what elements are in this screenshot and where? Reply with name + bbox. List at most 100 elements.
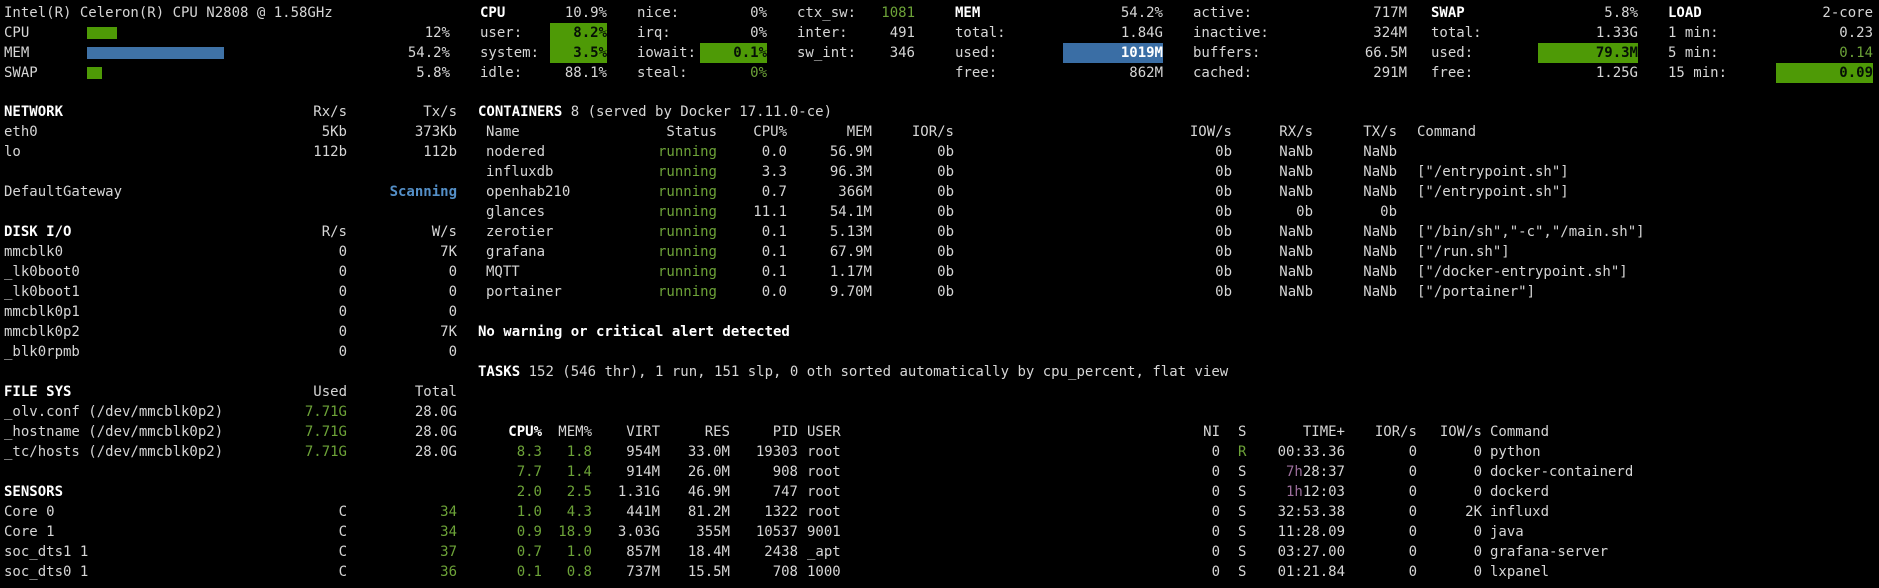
gauge-track [87,63,340,83]
sensors-rows: Core 0 C 34 Core 1 C 34 soc_dts1 1 C 37 soc_dts0 … [4,502,457,582]
cell-mem: 1.0 [566,544,592,560]
cell-name: grafana [486,244,546,260]
cell-virt: 441M [626,504,660,520]
stat-value: 0% [750,5,767,21]
stat-row: 1 min: 0.23 [1668,23,1873,43]
process-table: 8.3 1.8 954M 33.0M 19303 root 0 R 00:33.36 0 0 pyth… [478,442,1875,582]
cell-mem: 1.4 [566,464,592,480]
spacer [478,382,1875,402]
cell-rx: NaNb [1279,264,1313,280]
cell-pid: 2438 [764,544,798,560]
cell-tx: NaNb [1363,284,1397,300]
cell-value-1: 112b [313,144,347,160]
col-header-res: RES [704,424,730,440]
cell-name: soc_dts1 1 [4,544,89,560]
cell-value-2: 373Kb [414,124,457,140]
network-title: NETWORK [4,104,64,120]
quicklook-panel: Intel(R) Celeron(R) CPU N2808 @ 1.58GHz … [4,3,450,83]
col-header-cmd: Command [1417,124,1477,140]
stat-label: buffers: [1193,45,1261,61]
cell-status: running [657,264,717,280]
cell-ni: 0 [1211,524,1220,540]
cell-value-2: 7K [440,324,457,340]
gauge-label: CPU [4,25,30,41]
cell-res: 46.9M [687,484,730,500]
cell-virt: 3.03G [617,524,660,540]
cell-tx: NaNb [1363,144,1397,160]
stat-row: ctx_sw: 1081 [797,3,915,23]
cell-ior: 0b [937,264,954,280]
filesys-title: FILE SYS [4,384,72,400]
col-header-user: USER [807,424,841,440]
cell-tx: NaNb [1363,244,1397,260]
tasks-counts: 152 (546 thr), 1 run, 151 slp, 0 oth [528,364,833,380]
col-header-time: TIME+ [1302,424,1345,440]
cpu-panel-col2: nice: 0% irq: 0% iowait: 0.1% steal: 0% [637,3,767,83]
cell-name: soc_dts0 1 [4,564,89,580]
stat-row: buffers: 66.5M [1193,43,1407,63]
cell-res: 355M [696,524,730,540]
cell-mem: 96.3M [829,164,872,180]
cell-virt: 1.31G [617,484,660,500]
cell-cmd: docker-containerd [1490,464,1634,480]
cell-ior: 0b [937,184,954,200]
cell-value-2: 112b [423,144,457,160]
cell-virt: 914M [626,464,660,480]
col-header-status: Status [666,124,717,140]
cell-tx: NaNb [1363,264,1397,280]
cell-mem: 1.8 [566,444,592,460]
stat-value: 346 [889,45,915,61]
col-header-cpu: CPU% [753,124,787,140]
gateway-row: DefaultGateway Scanning [4,182,457,202]
stat-row: iowait: 0.1% [637,43,767,63]
cell-cpu: 3.3 [761,164,787,180]
cell-iow: 0 [1473,484,1482,500]
stat-row: free: 1.25G [1431,63,1638,83]
table-row: _hostname (/dev/mmcblk0p2) 7.71G 28.0G [4,422,457,442]
stat-label: ctx_sw: [797,5,857,21]
cell-value-2: 28.0G [414,444,457,460]
cell-ior: 0 [1408,524,1417,540]
cell-name: _tc/hosts (/dev/mmcblk0p2) [4,444,224,460]
cell-time: 1h12:03 [1285,484,1345,500]
cell-ior: 0b [937,164,954,180]
mem-panel: MEM 54.2% total: 1.84G used: 1019M free: 862M a… [955,3,1407,83]
cell-s: S [1238,484,1247,500]
cpu-panel-col1: CPU 10.9% user: 8.2% system: 3.5% idle: 88.1% [480,3,607,83]
cell-user: _apt [807,544,841,560]
cell-cpu: 8.3 [516,444,542,460]
stat-label: idle: [480,65,523,81]
cell-iow: 0b [1215,144,1232,160]
table-row: mmcblk0 0 7K [4,242,457,262]
sensors-title: SENSORS [4,484,64,500]
spacer [4,462,457,482]
col-header-iow: IOW/s [1439,424,1482,440]
table-row: _tc/hosts (/dev/mmcblk0p2) 7.71G 28.0G [4,442,457,462]
stat-row: total: 1.84G [955,23,1163,43]
gauge-track [87,23,340,43]
cell-value-2: 34 [440,504,457,520]
containers-table: nodered running 0.0 56.9M 0b 0b NaNb NaNb influx… [478,142,1875,302]
stat-value: 10.9% [564,5,607,21]
cell-rx: NaNb [1279,284,1313,300]
cell-mem: 2.5 [566,484,592,500]
cell-mem: 18.9 [558,524,592,540]
col-header-ior: IOR/s [1374,424,1417,440]
col-header-cpu: CPU% [508,424,542,440]
cell-iow: 0 [1473,444,1482,460]
cell-iow: 0b [1215,244,1232,260]
cell-mem: 9.70M [829,284,872,300]
cell-name: mmcblk0 [4,244,64,260]
cell-pid: 908 [772,464,798,480]
diskio-col-read: R/s [321,224,347,240]
cell-cpu: 0.1 [761,264,787,280]
stat-value: 0% [750,65,767,81]
sensors-header: SENSORS [4,482,457,502]
table-row: mmcblk0p2 0 7K [4,322,457,342]
cell-iow: 0b [1215,284,1232,300]
cell-mem: 56.9M [829,144,872,160]
gateway-status: Scanning [389,184,457,200]
col-header-virt: VIRT [626,424,660,440]
cell-cpu: 0.1 [761,224,787,240]
stat-value: 79.3M [1538,43,1638,63]
